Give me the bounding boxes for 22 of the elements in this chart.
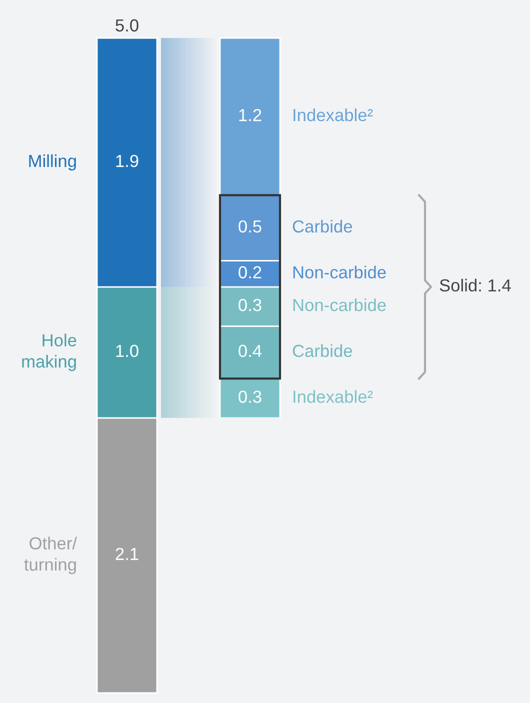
data-label: 2.1: [116, 548, 138, 560]
data-label: 0.5: [238, 220, 262, 233]
series-label: Milling: [29, 154, 76, 171]
data-label: 1.2: [239, 108, 262, 122]
series-label: Other/ turning: [24, 536, 78, 574]
series-label: Carbide: [292, 220, 352, 233]
total-label: 5.0: [116, 19, 138, 32]
data-label: 0.3: [238, 298, 262, 312]
data-label: 0.4: [238, 344, 262, 358]
series-label: Non-carbide: [293, 266, 386, 278]
bar: [219, 378, 281, 418]
data-label: 1.9: [116, 154, 138, 168]
series-label: Indexable²: [294, 108, 373, 122]
data-label: 0.3: [238, 390, 262, 403]
series-label: Non-carbide: [293, 298, 386, 312]
series-label: Hole making: [22, 334, 76, 372]
data-label: 0.2: [238, 266, 262, 278]
data-label: 1.0: [116, 344, 138, 358]
series-label: Indexable²: [294, 390, 373, 403]
series-label: Carbide: [292, 344, 352, 358]
bar: [219, 37, 281, 196]
text: Solid: 1.4: [440, 278, 511, 292]
